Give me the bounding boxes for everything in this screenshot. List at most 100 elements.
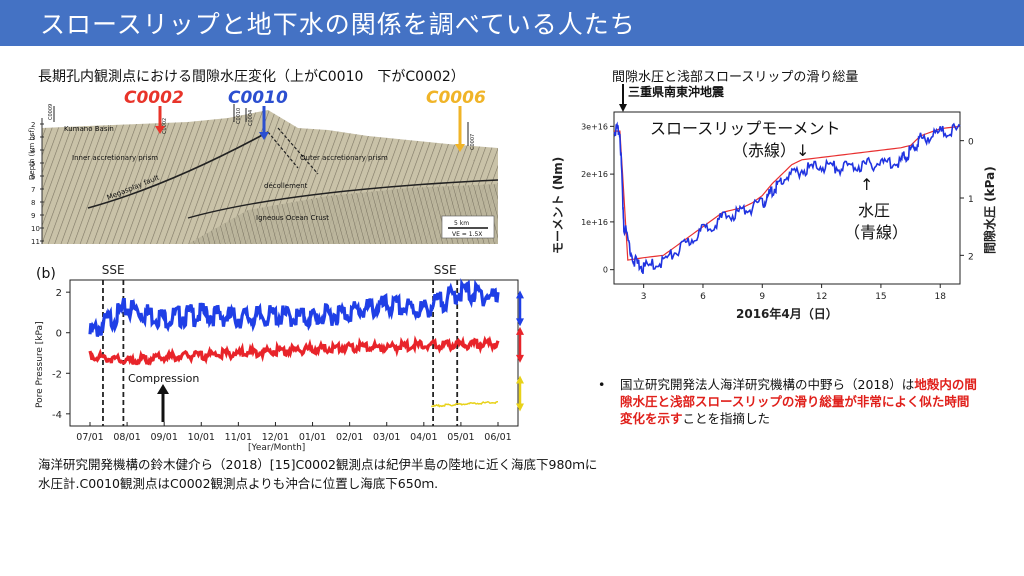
moment-annotation-line1: スロースリップモーメント [650, 119, 841, 138]
layer-label: décollement [264, 182, 308, 190]
x-tick-label: 12 [816, 292, 827, 302]
layer-label: Outer accretionary prism [300, 154, 388, 162]
series-line [88, 278, 500, 337]
x-tick-label: 05/01 [447, 432, 474, 443]
left-axis: 3e+16 2e+16 1e+16 0 [581, 122, 614, 275]
moment-annotation: スロースリップモーメント [650, 119, 841, 138]
pressure-annotation: 水圧 [858, 201, 890, 220]
series-line [88, 335, 500, 366]
layer-label: Inner accretionary prism [72, 154, 158, 162]
depth-tick-label: 9 [31, 212, 35, 220]
well-label: C0009 [48, 104, 54, 120]
layer-label: Kumano Basin [64, 125, 114, 133]
right-tick-label: 2 [968, 252, 974, 262]
scale-label: 5 km [454, 220, 469, 227]
y-tick-label: -4 [52, 410, 62, 421]
depth-tick-label: 7 [31, 186, 35, 194]
well-label: C0004 [248, 110, 254, 126]
x-tick-label: 02/01 [336, 432, 363, 443]
depth-tick-label: 11 [31, 238, 40, 246]
pore-pressure-chart: (b) 2 0 -2 -4 07/01 08/01 09/01 10/01 11/01 12/0… [35, 263, 524, 452]
x-axis-label: 2016年4月（日） [736, 306, 838, 321]
moment-annotation-line2: （赤線）↓ [732, 141, 809, 160]
right-tick-label: 0 [968, 138, 974, 148]
bullet-text: 国立研究開発法人海洋研究機構の中野ら（2018）は地殻内の間隙水圧と浅部スロース… [620, 376, 978, 427]
series-group [88, 278, 500, 408]
left-tick-label: 0 [603, 266, 608, 275]
sse-label: SSE [434, 263, 457, 277]
layer-label: Igneous Ocean Crust [256, 214, 329, 222]
series-group [613, 121, 961, 274]
decollement-line [187, 179, 499, 219]
x-tick-label: 9 [759, 292, 765, 302]
y-axis-label: Pore Pressure [kPa] [35, 321, 45, 408]
bullet-text-post: ことを指摘した [682, 411, 771, 426]
well-label: C0007 [470, 134, 476, 150]
left-tick-label: 1e+16 [581, 218, 608, 227]
bullet-text-highlight: 地殻内の間隙水圧と浅部スロースリップの滑り総量が非常によく似た時間変化を示す [620, 377, 977, 426]
title-bar: スロースリップと地下水の関係を調べている人たち [0, 0, 1024, 46]
series-line [613, 121, 961, 274]
bullet-text-pre: 国立研究開発法人海洋研究機構の中野ら（2018）は [620, 377, 915, 392]
station-label-c0010: C0010 [228, 88, 288, 108]
x-tick-label: 01/01 [299, 432, 326, 443]
series-line [614, 125, 961, 261]
x-tick-label: 03/01 [373, 432, 400, 443]
x-tick-label: 12/01 [262, 432, 289, 443]
scale-bars: 0.5 [μstrain]0.5 [μstrain]0.5 [μstrain] [516, 290, 524, 412]
x-axis-label: [Year/Month] [248, 443, 305, 452]
x-tick-label: 09/01 [150, 432, 177, 443]
depth-tick-label: 4 [31, 147, 36, 155]
depth-tick-label: 10 [31, 225, 40, 233]
left-axis-label: モーメント (Nm) [551, 157, 565, 254]
depth-tick-label: 6 [31, 173, 36, 181]
pressure-annotation-2: （青線） [844, 223, 908, 242]
x-tick-label: 18 [935, 292, 947, 302]
event-label: 三重県南東沖地震 [628, 84, 725, 99]
x-axis: 3 6 9 12 15 18 [641, 284, 946, 302]
left-tick-label: 2e+16 [581, 170, 608, 179]
crust-body [188, 184, 498, 244]
x-tick-label: 6 [700, 292, 706, 302]
depth-tick-label: 5 [31, 160, 35, 168]
moment-chart-caption: 間隙水圧と浅部スロースリップの滑り総量 [612, 70, 859, 85]
pressure-arrow: ↑ [860, 175, 873, 194]
bullet-point: • 国立研究開発法人海洋研究機構の中野ら（2018）は地殻内の間隙水圧と浅部スロ… [598, 376, 978, 427]
bottom-caption: 海洋研究開発機構の鈴木健介ら（2018）[15]C0002観測点は紀伊半島の陸地… [38, 457, 598, 491]
bullet-dot: • [598, 377, 606, 392]
y-tick-label: 2 [56, 288, 62, 299]
megasplay-fault [87, 131, 269, 209]
station-label-c0002: C0002 [124, 88, 184, 108]
left-tick-label: 3e+16 [581, 122, 608, 131]
x-tick-label: 11/01 [225, 432, 252, 443]
sse-label: SSE [102, 263, 125, 277]
depth-tick-label: 3 [31, 134, 35, 142]
x-axis: 07/01 08/01 09/01 10/01 11/01 12/01 01/01 02/01… [76, 422, 512, 443]
right-tick-label: 1 [968, 195, 974, 205]
well-label: C0010 [236, 108, 242, 124]
ve-label: VE = 1.5X [452, 231, 482, 238]
panel-label: (b) [36, 266, 56, 282]
x-tick-label: 3 [641, 292, 647, 302]
x-tick-label: 10/01 [188, 432, 215, 443]
y-axis: 2 0 -2 -4 [52, 288, 70, 421]
seismic-section-figure: 2 3 4 5 6 7 8 9 10 11 Depth (km bsf) Kumano Basin… [28, 88, 499, 246]
compression-label: Compression [128, 372, 199, 385]
section-caption: 長期孔内観測点における間隙水圧変化（上がC0010 下がC0002） [38, 69, 465, 85]
series-line [431, 400, 498, 408]
y-tick-label: -2 [52, 369, 62, 380]
station-label-c0006: C0006 [426, 88, 486, 108]
x-tick-label: 07/01 [76, 432, 103, 443]
depth-axis: 2 3 4 5 6 7 8 9 10 11 [31, 121, 44, 246]
depth-axis-label: Depth (km bsf) [28, 127, 36, 180]
x-tick-label: 15 [875, 292, 886, 302]
right-axis: 0 1 2 [960, 138, 974, 262]
moment-annotation-2: （赤線）↓ [732, 141, 809, 160]
x-tick-label: 08/01 [113, 432, 140, 443]
y-tick-label: 0 [56, 329, 62, 340]
slide-title: スロースリップと地下水の関係を調べている人たち [40, 10, 636, 39]
x-tick-label: 04/01 [410, 432, 437, 443]
right-axis-label: 間隙水圧 (kPa) [982, 166, 997, 254]
well-label: C0002 [162, 118, 168, 134]
